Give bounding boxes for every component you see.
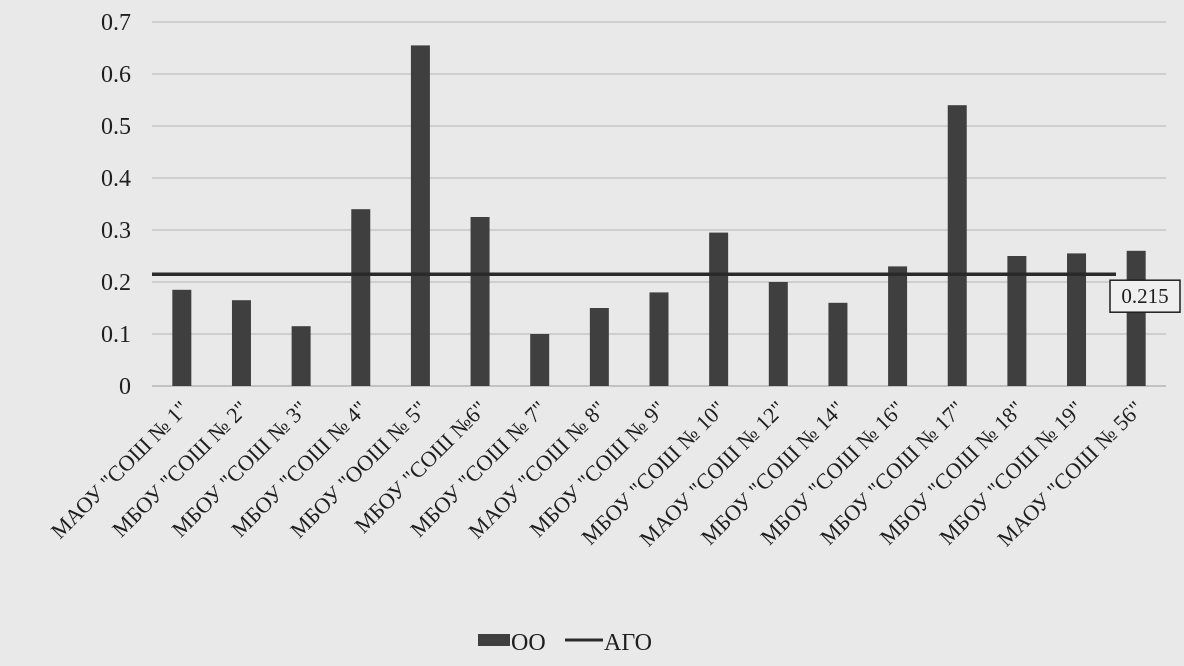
bar <box>768 282 788 386</box>
y-tick-label: 0.1 <box>101 322 131 348</box>
y-tick-label: 0.5 <box>101 114 131 140</box>
bar <box>1007 256 1027 386</box>
bar <box>172 289 192 386</box>
legend-label-bar: ОО <box>511 630 546 656</box>
bar <box>1126 250 1146 386</box>
y-tick-label: 0.6 <box>101 62 131 88</box>
y-axis-ticks: 0 0.1 0.2 0.3 0.4 0.5 0.6 0.7 <box>101 10 131 400</box>
legend-swatch-bar <box>478 634 510 646</box>
bar <box>530 334 550 386</box>
bars <box>172 45 1146 387</box>
gridlines <box>152 21 1166 387</box>
bar <box>231 300 251 386</box>
average-line-layer: 0.215 <box>152 272 1181 313</box>
bar <box>649 292 669 386</box>
x-axis-labels: МАОУ "СОШ № 1"МБОУ "СОШ № 2"МБОУ "СОШ № … <box>46 396 1148 551</box>
bar <box>888 266 908 386</box>
bar <box>291 326 311 386</box>
bar <box>947 105 967 386</box>
y-tick-label: 0.4 <box>101 166 131 192</box>
bar <box>1067 253 1087 386</box>
y-tick-label: 0 <box>119 374 131 400</box>
bar <box>410 45 430 387</box>
y-tick-label: 0.2 <box>101 270 131 296</box>
y-tick-label: 0.7 <box>101 10 131 36</box>
legend-label-line: АГО <box>604 630 652 656</box>
bar <box>828 302 848 386</box>
bar <box>589 308 609 386</box>
legend: ОО АГО <box>478 630 652 656</box>
bar <box>709 232 729 386</box>
average-value-label: 0.215 <box>1121 284 1168 308</box>
bar <box>351 209 371 386</box>
average-value-box <box>1109 279 1181 313</box>
y-tick-label: 0.3 <box>101 218 131 244</box>
bar <box>470 217 490 386</box>
